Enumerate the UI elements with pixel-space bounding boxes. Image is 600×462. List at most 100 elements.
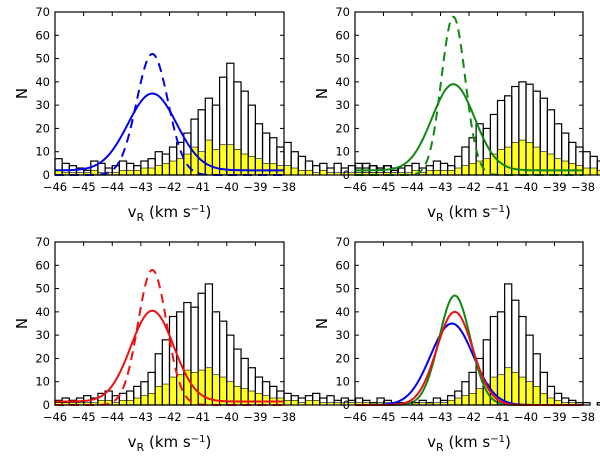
y-tick-label: 20 xyxy=(335,121,350,135)
histogram-bar xyxy=(596,402,600,406)
x-tick-label: −40 xyxy=(514,180,538,194)
highlight-bar xyxy=(539,151,548,176)
y-tick-label: 0 xyxy=(343,398,350,412)
highlight-bar xyxy=(305,170,313,176)
y-tick-label: 50 xyxy=(35,282,50,296)
highlight-bar xyxy=(454,167,463,176)
x-tick-label: −41 xyxy=(186,410,210,424)
highlight-bar xyxy=(140,395,149,406)
highlight-bar xyxy=(154,165,163,176)
highlight-bar xyxy=(561,160,570,176)
highlight-bar xyxy=(468,393,477,406)
y-tick-label: 0 xyxy=(43,398,50,412)
highlight-bar xyxy=(589,167,598,176)
highlight-bar xyxy=(475,388,484,406)
y-tick-label: 10 xyxy=(335,145,350,159)
x-tick-label: −38 xyxy=(571,410,595,424)
y-tick-label: 50 xyxy=(335,282,350,296)
y-tick-label: 60 xyxy=(335,28,350,42)
y-tick-label: 10 xyxy=(35,375,50,389)
highlight-bar xyxy=(119,400,127,406)
y-tick-label: 30 xyxy=(335,328,350,342)
y-tick-label: 0 xyxy=(43,168,50,182)
highlight-bar xyxy=(204,139,213,176)
x-tick-label: −39 xyxy=(243,410,267,424)
red-solid-fit-curve xyxy=(55,309,284,403)
y-tick-label: 70 xyxy=(35,5,50,19)
highlight-bar xyxy=(140,167,149,176)
x-tick-label: −45 xyxy=(71,410,95,424)
highlight-bar xyxy=(554,158,562,176)
y-tick-label: 20 xyxy=(35,121,50,135)
highlight-bar xyxy=(126,400,135,406)
highlight-bar xyxy=(568,163,577,176)
highlight-bar xyxy=(433,170,441,176)
highlight-bar xyxy=(461,395,470,406)
highlight-bar xyxy=(312,400,321,406)
x-axis-label: vR (km s−1) xyxy=(128,203,212,224)
y-tick-label: 0 xyxy=(343,168,350,182)
highlight-bar xyxy=(290,400,299,406)
histogram-bar xyxy=(582,402,591,406)
x-axis-label: vR (km s−1) xyxy=(128,433,212,454)
highlight-bar xyxy=(269,163,278,176)
x-tick-label: −42 xyxy=(157,410,181,424)
panel-top-right: −46 −45 −44 −43 −42 −41 −40 −39 −38 0 10 20 30 40 50 60… xyxy=(313,5,600,224)
y-tick-label: 30 xyxy=(335,98,350,112)
x-tick-label: −40 xyxy=(514,410,538,424)
x-tick-label: −39 xyxy=(542,180,566,194)
highlight-bar xyxy=(440,170,448,176)
x-tick-label: −43 xyxy=(428,410,452,424)
y-tick-label: 40 xyxy=(35,75,50,89)
y-axis-label: N xyxy=(313,318,331,329)
x-tick-label: −41 xyxy=(186,180,210,194)
x-tick-label: −46 xyxy=(343,410,367,424)
x-tick-label: −42 xyxy=(457,410,481,424)
highlight-bar xyxy=(154,386,163,406)
y-tick-label: 10 xyxy=(335,375,350,389)
highlight-bar xyxy=(504,367,513,406)
y-tick-label: 30 xyxy=(35,328,50,342)
highlight-bar xyxy=(126,170,135,176)
y-tick-label: 10 xyxy=(35,145,50,159)
highlight-bar xyxy=(298,170,306,176)
x-tick-label: −42 xyxy=(157,180,181,194)
x-tick-label: −45 xyxy=(71,180,95,194)
highlight-bar xyxy=(133,170,142,176)
highlight-bar xyxy=(262,163,270,176)
highlight-bar xyxy=(319,170,328,176)
x-tick-label: −43 xyxy=(129,410,153,424)
x-tick-label: −38 xyxy=(272,180,296,194)
highlight-bar xyxy=(212,149,220,176)
y-tick-label: 60 xyxy=(335,258,350,272)
highlight-bar xyxy=(539,393,548,406)
highlight-bar xyxy=(162,163,170,176)
panel-bottom-right: −46 −45 −44 −43 −42 −41 −40 −39 −38 0 10 20 30 40 50 60… xyxy=(313,235,600,454)
y-tick-label: 20 xyxy=(335,351,350,365)
highlight-bar xyxy=(454,397,463,406)
histogram-bar xyxy=(596,160,600,176)
x-tick-label: −43 xyxy=(428,180,452,194)
panel-bottom-left: −46 −45 −44 −43 −42 −41 −40 −39 −38 0 10 20 30 40 50 60… xyxy=(13,235,400,454)
highlight-bar xyxy=(147,167,156,176)
x-tick-label: −38 xyxy=(272,410,296,424)
y-tick-label: 30 xyxy=(35,98,50,112)
highlight-bar xyxy=(162,383,170,406)
highlight-bar xyxy=(547,153,555,176)
x-tick-label: −41 xyxy=(485,180,509,194)
highlight-bar xyxy=(425,170,434,176)
y-tick-label: 70 xyxy=(35,235,50,249)
highlight-bar xyxy=(119,170,127,176)
highlight-bar xyxy=(461,165,470,176)
x-tick-label: −39 xyxy=(243,180,267,194)
x-tick-label: −46 xyxy=(343,180,367,194)
highlight-bar xyxy=(255,158,263,176)
x-tick-label: −39 xyxy=(542,410,566,424)
x-tick-label: −46 xyxy=(43,410,67,424)
highlight-bar xyxy=(290,167,299,176)
y-tick-label: 20 xyxy=(35,351,50,365)
highlight-bar xyxy=(305,400,313,406)
y-tick-label: 60 xyxy=(35,28,50,42)
y-axis-label: N xyxy=(13,318,31,329)
highlight-bar xyxy=(169,160,177,176)
